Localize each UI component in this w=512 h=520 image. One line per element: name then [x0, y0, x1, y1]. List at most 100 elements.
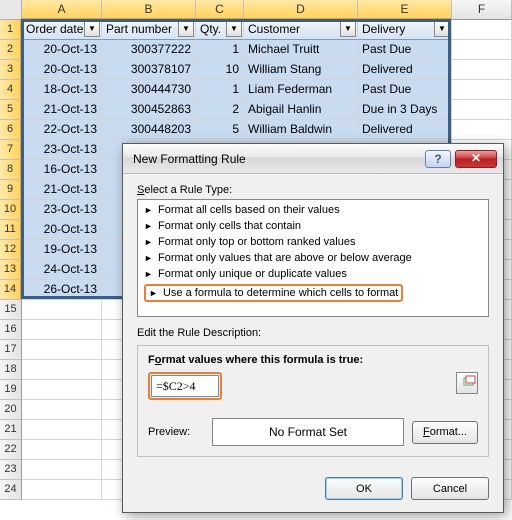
- rule-type-item[interactable]: ► Format only top or bottom ranked value…: [138, 234, 488, 250]
- cell[interactable]: 10: [196, 60, 244, 80]
- row-header-6[interactable]: 6: [0, 120, 22, 140]
- row-header-20[interactable]: 20: [0, 400, 22, 420]
- row-header-3[interactable]: 3: [0, 60, 22, 80]
- column-header-D[interactable]: D: [244, 0, 358, 20]
- cell[interactable]: Abigail Hanlin: [244, 100, 358, 120]
- rule-type-item[interactable]: ► Format only values that are above or b…: [138, 250, 488, 266]
- filter-dropdown-icon[interactable]: ▼: [178, 21, 194, 37]
- cell[interactable]: 20-Oct-13: [22, 220, 102, 240]
- rule-type-list[interactable]: ► Format all cells based on their values…: [137, 199, 489, 317]
- select-all-corner[interactable]: [0, 0, 22, 20]
- cell[interactable]: 1: [196, 80, 244, 100]
- cell[interactable]: Past Due: [358, 40, 452, 60]
- cell[interactable]: 2: [196, 100, 244, 120]
- cell[interactable]: [22, 400, 102, 420]
- cell[interactable]: [22, 360, 102, 380]
- cell[interactable]: [22, 480, 102, 500]
- cell[interactable]: 19-Oct-13: [22, 240, 102, 260]
- row-header-18[interactable]: 18: [0, 360, 22, 380]
- cell[interactable]: 21-Oct-13: [22, 100, 102, 120]
- cell[interactable]: Past Due: [358, 80, 452, 100]
- cell[interactable]: 21-Oct-13: [22, 180, 102, 200]
- cell[interactable]: 26-Oct-13: [22, 280, 102, 300]
- rule-type-item[interactable]: ► Format only cells that contain: [138, 218, 488, 234]
- cell[interactable]: 22-Oct-13: [22, 120, 102, 140]
- cell[interactable]: 24-Oct-13: [22, 260, 102, 280]
- column-header-C[interactable]: C: [196, 0, 244, 20]
- cancel-button[interactable]: Cancel: [411, 477, 489, 500]
- cell[interactable]: [22, 420, 102, 440]
- dialog-title: New Formatting Rule: [133, 152, 425, 166]
- cell[interactable]: Michael Truitt: [244, 40, 358, 60]
- cell[interactable]: 300378107: [102, 60, 196, 80]
- cell[interactable]: Delivered: [358, 60, 452, 80]
- close-button[interactable]: ✕: [455, 150, 497, 168]
- filter-dropdown-icon[interactable]: ▼: [226, 21, 242, 37]
- formula-input[interactable]: [151, 375, 219, 397]
- cell[interactable]: 23-Oct-13: [22, 140, 102, 160]
- cell[interactable]: [22, 380, 102, 400]
- row-header-14[interactable]: 14: [0, 280, 22, 300]
- row-header-15[interactable]: 15: [0, 300, 22, 320]
- column-header-A[interactable]: A: [22, 0, 102, 20]
- cell[interactable]: Delivered: [358, 120, 452, 140]
- rule-type-item[interactable]: ► Use a formula to determine which cells…: [138, 282, 488, 304]
- row-header-21[interactable]: 21: [0, 420, 22, 440]
- cell[interactable]: 20-Oct-13: [22, 40, 102, 60]
- row-header-4[interactable]: 4: [0, 80, 22, 100]
- dialog-titlebar[interactable]: New Formatting Rule ? ✕: [123, 144, 503, 174]
- cell[interactable]: Liam Federman: [244, 80, 358, 100]
- cell[interactable]: [22, 460, 102, 480]
- cell[interactable]: [22, 340, 102, 360]
- row-header-22[interactable]: 22: [0, 440, 22, 460]
- cell[interactable]: 1: [196, 40, 244, 60]
- row-header-23[interactable]: 23: [0, 460, 22, 480]
- ok-button[interactable]: OK: [325, 477, 403, 500]
- cell[interactable]: 16-Oct-13: [22, 160, 102, 180]
- row-header-9[interactable]: 9: [0, 180, 22, 200]
- row-header-11[interactable]: 11: [0, 220, 22, 240]
- cell[interactable]: [22, 440, 102, 460]
- column-header-B[interactable]: B: [102, 0, 196, 20]
- row-header-12[interactable]: 12: [0, 240, 22, 260]
- cell[interactable]: 18-Oct-13: [22, 80, 102, 100]
- cell[interactable]: Due in 3 Days: [358, 100, 452, 120]
- range-selector-button[interactable]: [456, 372, 478, 394]
- column-headers-row: ABCDEF: [0, 0, 512, 20]
- table-header-cell[interactable]: Order date▼: [22, 20, 102, 40]
- table-header-cell[interactable]: Delivery▼: [358, 20, 452, 40]
- row-header-5[interactable]: 5: [0, 100, 22, 120]
- filter-dropdown-icon[interactable]: ▼: [84, 21, 100, 37]
- row-header-2[interactable]: 2: [0, 40, 22, 60]
- cell[interactable]: 23-Oct-13: [22, 200, 102, 220]
- table-header-cell[interactable]: Qty.▼: [196, 20, 244, 40]
- row-header-17[interactable]: 17: [0, 340, 22, 360]
- table-header-cell[interactable]: Part number▼: [102, 20, 196, 40]
- rule-type-item[interactable]: ► Format all cells based on their values: [138, 202, 488, 218]
- format-button[interactable]: Format...: [412, 421, 478, 444]
- rule-type-item[interactable]: ► Format only unique or duplicate values: [138, 266, 488, 282]
- column-header-E[interactable]: E: [358, 0, 452, 20]
- cell[interactable]: 300448203: [102, 120, 196, 140]
- filter-dropdown-icon[interactable]: ▼: [434, 21, 450, 37]
- row-header-19[interactable]: 19: [0, 380, 22, 400]
- cell[interactable]: William Stang: [244, 60, 358, 80]
- row-header-8[interactable]: 8: [0, 160, 22, 180]
- row-header-24[interactable]: 24: [0, 480, 22, 500]
- cell[interactable]: [22, 300, 102, 320]
- row-header-13[interactable]: 13: [0, 260, 22, 280]
- help-button[interactable]: ?: [425, 150, 451, 168]
- cell[interactable]: 300377222: [102, 40, 196, 60]
- table-header-cell[interactable]: Customer▼: [244, 20, 358, 40]
- row-header-10[interactable]: 10: [0, 200, 22, 220]
- cell[interactable]: 300452863: [102, 100, 196, 120]
- row-header-1[interactable]: 1: [0, 20, 22, 40]
- row-header-7[interactable]: 7: [0, 140, 22, 160]
- cell[interactable]: William Baldwin: [244, 120, 358, 140]
- row-header-16[interactable]: 16: [0, 320, 22, 340]
- cell[interactable]: 300444730: [102, 80, 196, 100]
- cell[interactable]: 20-Oct-13: [22, 60, 102, 80]
- cell[interactable]: 5: [196, 120, 244, 140]
- cell[interactable]: [22, 320, 102, 340]
- filter-dropdown-icon[interactable]: ▼: [340, 21, 356, 37]
